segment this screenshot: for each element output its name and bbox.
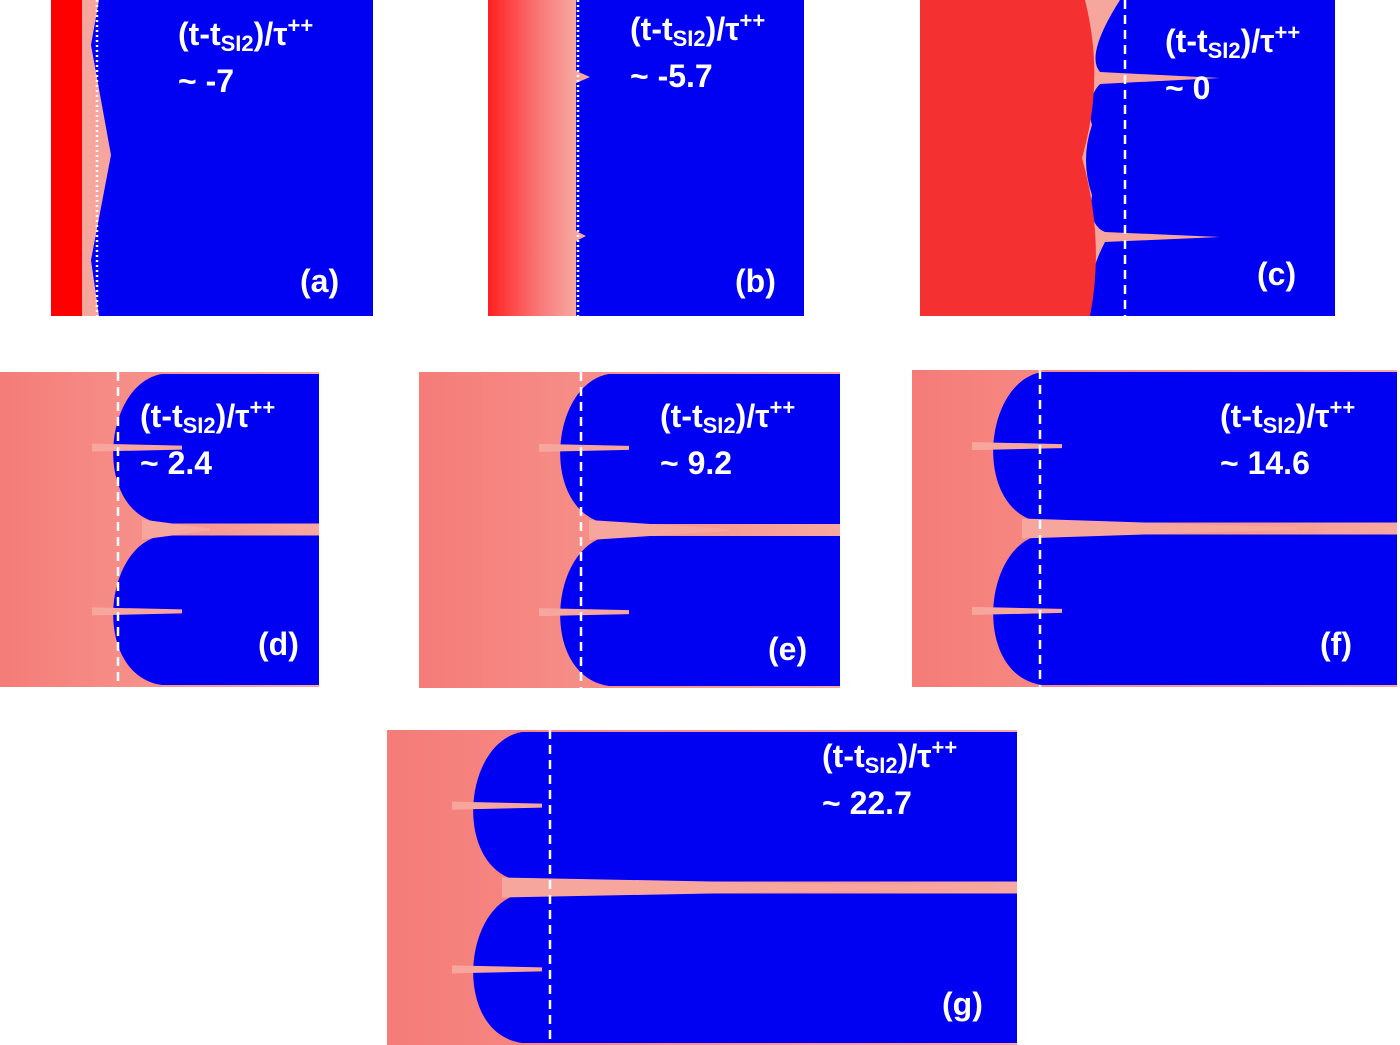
formula-text: )/τ <box>706 11 740 47</box>
pink-finger <box>1022 518 1297 539</box>
formula-superscript: ++ <box>931 735 957 760</box>
formula-text: )/τ <box>898 738 932 774</box>
time-formula: (t-tSI2)/τ++ <box>822 735 957 778</box>
formula-text: )/τ <box>216 398 250 434</box>
time-value: ~ 0 <box>1165 70 1210 106</box>
formula-superscript: ++ <box>1274 20 1300 45</box>
formula-text: )/τ <box>254 16 288 52</box>
formula-text: (t-t <box>1220 398 1263 434</box>
time-value: ~ 9.2 <box>660 445 732 481</box>
formula-subscript: SI2 <box>865 753 898 778</box>
panel-label: (e) <box>768 631 807 667</box>
panel-label: (b) <box>735 263 776 299</box>
panel <box>920 0 1335 316</box>
time-value: ~ 2.4 <box>140 445 212 481</box>
time-value: ~ 22.7 <box>822 785 912 821</box>
blue-lobe <box>113 535 319 685</box>
time-value: ~ -5.7 <box>630 58 713 94</box>
time-formula: (t-tSI2)/τ++ <box>630 8 765 51</box>
formula-superscript: ++ <box>739 8 765 33</box>
formula-subscript: SI2 <box>703 413 736 438</box>
pink-needle <box>92 443 182 452</box>
blue-lobe <box>560 536 840 686</box>
panel <box>488 0 804 316</box>
formula-text: (t-t <box>140 398 183 434</box>
pink-finger <box>502 877 972 898</box>
formula-superscript: ++ <box>769 395 795 420</box>
blue-lobe <box>473 732 1017 882</box>
formula-subscript: SI2 <box>1208 38 1241 63</box>
time-formula: (t-tSI2)/τ++ <box>140 395 275 438</box>
formula-text: (t-t <box>630 11 673 47</box>
pink-needle <box>452 965 542 974</box>
pink-needle <box>539 443 629 452</box>
red-domain <box>488 0 576 316</box>
panel <box>387 730 1017 1045</box>
panel-label: (d) <box>258 626 299 662</box>
pink-finger <box>142 519 210 540</box>
panel <box>912 370 1397 687</box>
red-domain <box>920 0 1096 316</box>
formula-superscript: ++ <box>1329 395 1355 420</box>
panel <box>51 0 373 316</box>
formula-text: )/τ <box>1296 398 1330 434</box>
formula-subscript: SI2 <box>1263 413 1296 438</box>
blue-lobe <box>993 534 1397 685</box>
red-domain <box>51 0 82 316</box>
time-formula: (t-tSI2)/τ++ <box>178 13 313 56</box>
blue-lobe <box>993 372 1397 523</box>
pink-finger <box>589 520 729 540</box>
time-formula: (t-tSI2)/τ++ <box>1165 20 1300 63</box>
blue-lobe <box>560 374 840 524</box>
time-value: ~ 14.6 <box>1220 445 1310 481</box>
panel-label: (c) <box>1257 256 1296 292</box>
formula-text: (t-t <box>822 738 865 774</box>
formula-subscript: SI2 <box>673 26 706 51</box>
time-formula: (t-tSI2)/τ++ <box>1220 395 1355 438</box>
time-value: ~ -7 <box>178 63 234 99</box>
formula-subscript: SI2 <box>221 31 254 56</box>
formula-text: (t-t <box>660 398 703 434</box>
pink-needle <box>452 801 542 810</box>
pink-front <box>82 0 111 316</box>
formula-superscript: ++ <box>249 395 275 420</box>
formula-text: (t-t <box>1165 23 1208 59</box>
panel-label: (f) <box>1320 626 1352 662</box>
formula-text: )/τ <box>1241 23 1275 59</box>
panel <box>0 372 319 687</box>
time-formula: (t-tSI2)/τ++ <box>660 395 795 438</box>
formula-superscript: ++ <box>287 13 313 38</box>
formula-text: )/τ <box>736 398 770 434</box>
panel-label: (a) <box>300 263 339 299</box>
panel <box>419 372 840 688</box>
formula-text: (t-t <box>178 16 221 52</box>
pink-needle <box>539 608 629 617</box>
blue-lobe <box>473 893 1017 1043</box>
panel-label: (g) <box>942 986 983 1022</box>
pink-needle <box>92 607 182 616</box>
blue-lobe <box>113 374 319 524</box>
formula-subscript: SI2 <box>183 413 216 438</box>
